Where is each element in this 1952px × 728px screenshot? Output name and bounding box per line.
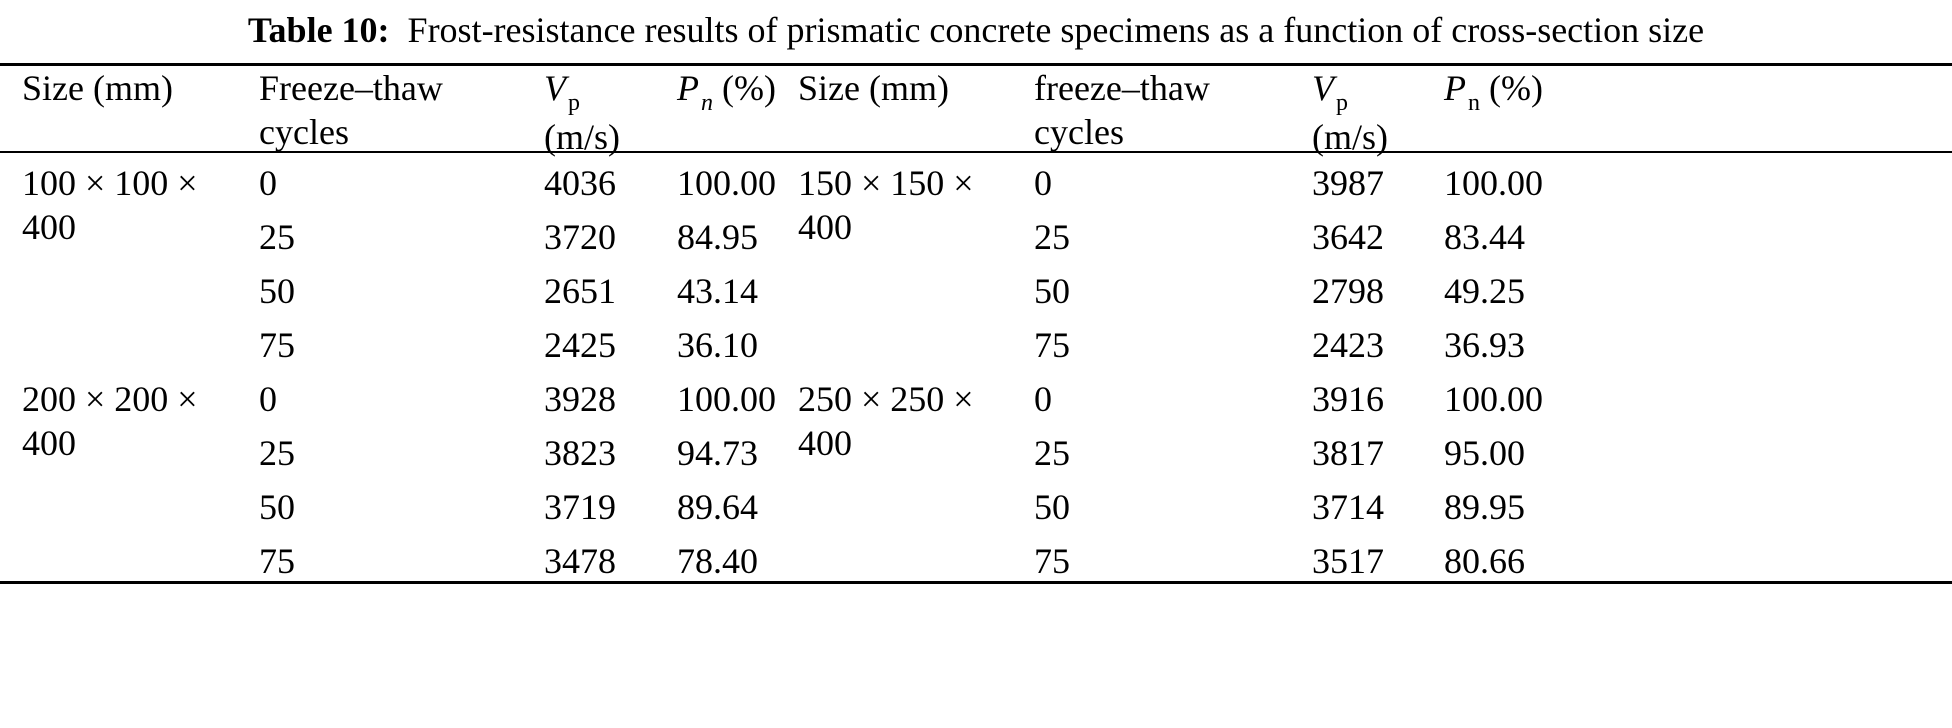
pn-subscript: n (1468, 90, 1480, 116)
vp-cell: 2425 (544, 325, 616, 365)
header-size-left: Size (mm) (22, 68, 173, 108)
vp-cell: 3714 (1312, 487, 1384, 527)
pn-cell: 43.14 (677, 271, 758, 311)
header-cycles-line1: freeze–thaw (1034, 68, 1210, 108)
vp-cell: 3987 (1312, 163, 1384, 203)
table-title: Frost-resistance results of prismatic co… (407, 10, 1705, 50)
header-rule (0, 151, 1952, 153)
pn-symbol: P (677, 68, 699, 108)
cycles-cell: 0 (259, 163, 277, 203)
vp-cell: 3719 (544, 487, 616, 527)
cycles-cell: 25 (259, 217, 295, 257)
pn-cell: 94.73 (677, 433, 758, 473)
cycles-cell: 75 (259, 325, 295, 365)
vp-cell: 3642 (1312, 217, 1384, 257)
vp-unit: (m/s) (544, 117, 620, 157)
cycles-cell: 0 (1034, 163, 1052, 203)
vp-subscript: p (1336, 90, 1348, 116)
header-cycles-line2: cycles (1034, 112, 1124, 152)
header-cycles-line1: Freeze–thaw (259, 68, 443, 108)
vp-cell: 3916 (1312, 379, 1384, 419)
size-cell-line2: 400 (798, 423, 852, 463)
cycles-cell: 25 (259, 433, 295, 473)
vp-cell: 2651 (544, 271, 616, 311)
pn-cell: 49.25 (1444, 271, 1525, 311)
cycles-cell: 0 (259, 379, 277, 419)
pn-subscript: n (701, 90, 713, 116)
pn-cell: 100.00 (1444, 163, 1543, 203)
size-cell: 150 × 150 × (798, 163, 974, 203)
cycles-cell: 50 (1034, 271, 1070, 311)
vp-cell: 2423 (1312, 325, 1384, 365)
header-cycles-line2: cycles (259, 112, 349, 152)
size-cell-line2: 400 (22, 423, 76, 463)
cycles-cell: 75 (1034, 325, 1070, 365)
size-cell: 200 × 200 × (22, 379, 198, 419)
cycles-cell: 25 (1034, 433, 1070, 473)
cycles-cell: 50 (259, 271, 295, 311)
vp-unit: (m/s) (1312, 117, 1388, 157)
vp-cell: 3478 (544, 541, 616, 581)
vp-cell: 3817 (1312, 433, 1384, 473)
cycles-cell: 50 (1034, 487, 1070, 527)
vp-cell: 3928 (544, 379, 616, 419)
header-size-right: Size (mm) (798, 68, 949, 108)
pn-cell: 84.95 (677, 217, 758, 257)
pn-cell: 95.00 (1444, 433, 1525, 473)
vp-cell: 3517 (1312, 541, 1384, 581)
header-cycles-right: freeze–thaw cycles (1034, 66, 1210, 154)
pn-cell: 83.44 (1444, 217, 1525, 257)
size-cell-line2: 400 (22, 207, 76, 247)
header-pn-right: Pn (%) (1444, 66, 1543, 116)
header-pn-left: Pn (%) (677, 66, 776, 116)
pn-cell: 89.95 (1444, 487, 1525, 527)
size-cell: 100 × 100 × (22, 163, 198, 203)
pn-cell: 36.93 (1444, 325, 1525, 365)
vp-cell: 3823 (544, 433, 616, 473)
cycles-cell: 25 (1034, 217, 1070, 257)
vp-symbol: V (544, 68, 566, 108)
pn-unit: (%) (1489, 68, 1543, 108)
vp-subscript: p (568, 90, 580, 116)
pn-cell: 100.00 (677, 379, 776, 419)
cycles-cell: 75 (259, 541, 295, 581)
vp-symbol: V (1312, 68, 1334, 108)
pn-cell: 100.00 (677, 163, 776, 203)
vp-cell: 3720 (544, 217, 616, 257)
pn-cell: 100.00 (1444, 379, 1543, 419)
pn-cell: 89.64 (677, 487, 758, 527)
vp-cell: 2798 (1312, 271, 1384, 311)
cycles-cell: 50 (259, 487, 295, 527)
size-cell: 250 × 250 × (798, 379, 974, 419)
header-vp-right: Vp (m/s) (1312, 66, 1388, 159)
pn-symbol: P (1444, 68, 1466, 108)
pn-cell: 78.40 (677, 541, 758, 581)
size-cell-line2: 400 (798, 207, 852, 247)
top-rule (0, 63, 1952, 66)
table-caption: Table 10: Frost-resistance results of pr… (0, 8, 1952, 52)
bottom-rule (0, 581, 1952, 584)
header-cycles-left: Freeze–thaw cycles (259, 66, 443, 154)
vp-cell: 4036 (544, 163, 616, 203)
pn-cell: 36.10 (677, 325, 758, 365)
cycles-cell: 75 (1034, 541, 1070, 581)
cycles-cell: 0 (1034, 379, 1052, 419)
table-label: Table 10: (247, 10, 390, 50)
pn-cell: 80.66 (1444, 541, 1525, 581)
pn-unit: (%) (722, 68, 776, 108)
header-vp-left: Vp (m/s) (544, 66, 620, 159)
